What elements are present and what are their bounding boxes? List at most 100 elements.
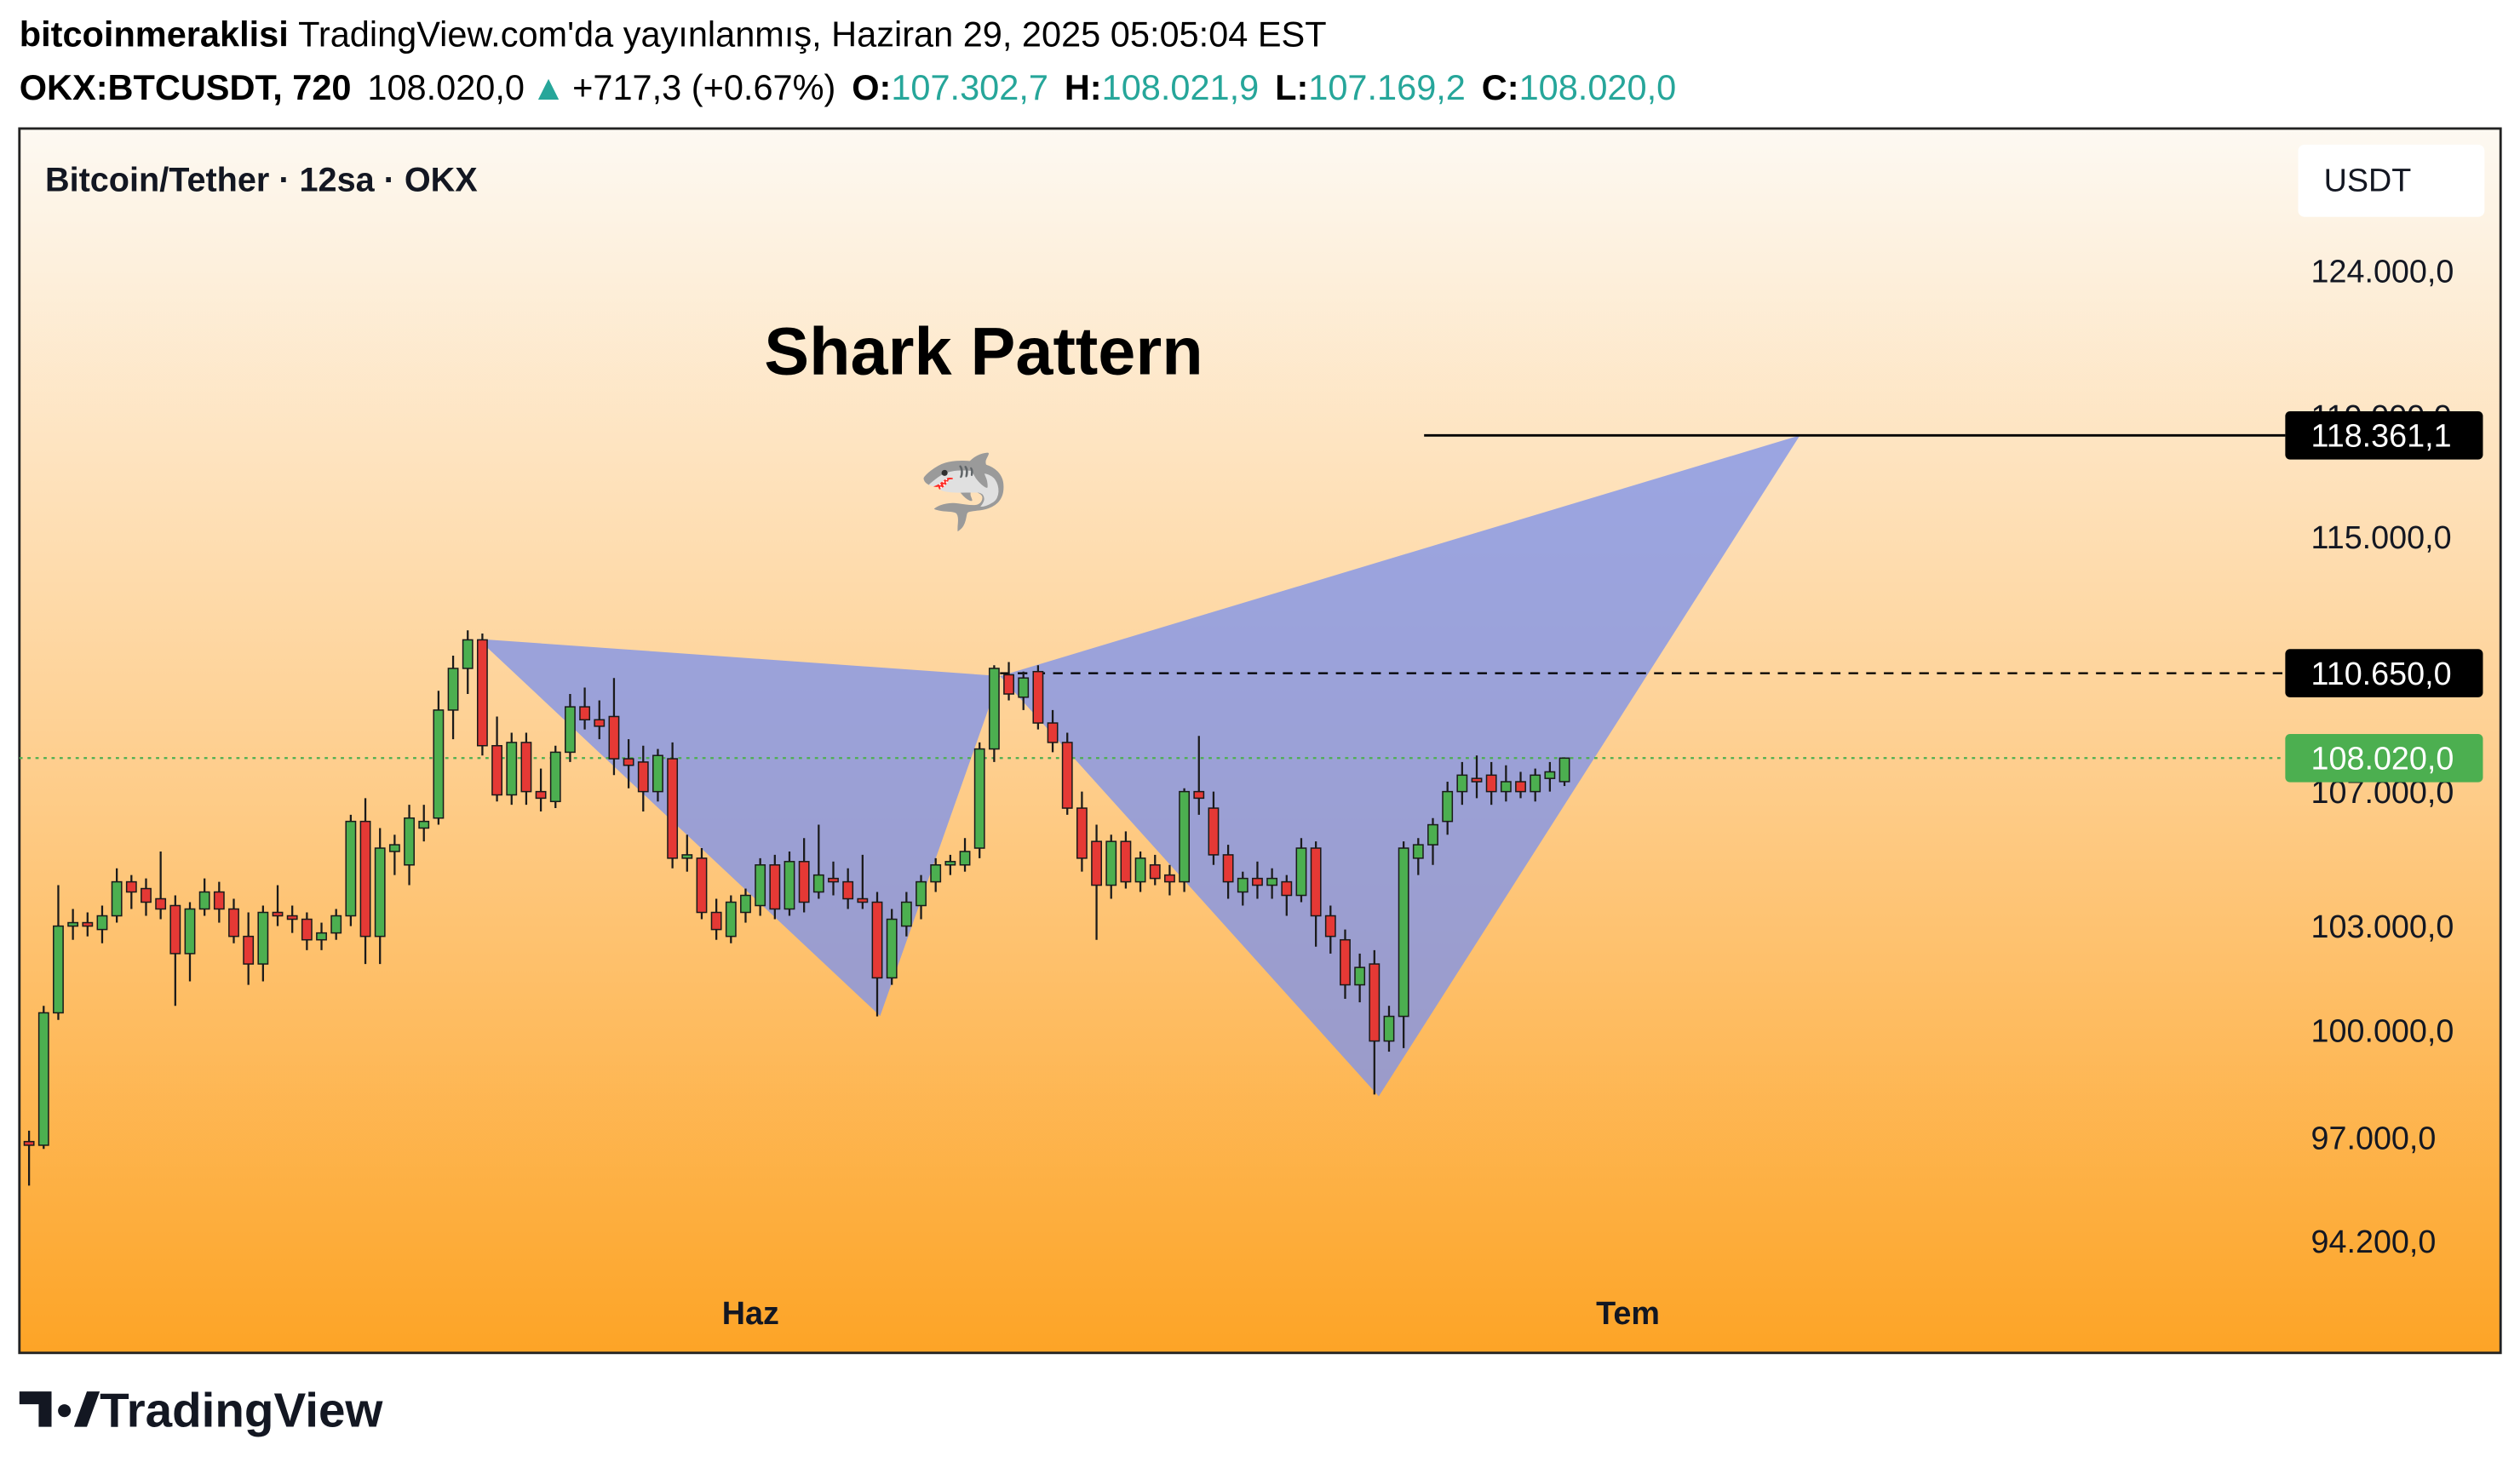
candle-body [1354,966,1366,986]
candle-body [520,742,532,793]
currency[interactable]: USDT [2324,163,2412,198]
published: TradingView.com'da yayınlanmış, Haziran … [298,14,1327,54]
candle-body [388,844,400,852]
ohlc-label: O: [852,67,891,107]
candle-body [959,851,971,866]
candle-body [696,857,708,914]
plot: 124.000,0119.000,0115.000,0107.000,0103.… [19,254,2483,1331]
candle-body [1310,847,1322,917]
candle-body [96,915,108,931]
candle-body [1427,823,1438,846]
candle-body [184,908,196,955]
candle-body [1149,864,1161,880]
annotation: Shark Pattern [764,313,1203,389]
candle-body [740,894,751,914]
candle-body [1324,915,1336,938]
candle-body [359,820,371,938]
price-label-box [2285,649,2483,697]
candle-body [871,901,883,979]
candle-body [286,915,298,920]
change: +717,3 (+0.67%) [572,67,835,107]
candle-body [842,880,854,900]
candle-body [1398,847,1409,1018]
candle-body [1237,877,1249,893]
candle-body [1383,1015,1395,1042]
candle-body [53,925,64,1014]
pattern-triangle [478,639,1001,1017]
candle-body [82,921,94,927]
candle-body [404,817,415,866]
candle-body [798,861,810,903]
candle-body [1061,742,1073,809]
candle-body [198,891,210,910]
candle-body [1500,781,1512,793]
candle-body [169,904,181,955]
candle-body [67,921,79,927]
candle-body [1340,938,1351,986]
candle-body [462,639,474,669]
candle-body [491,744,502,796]
candle-body [1456,774,1468,793]
candle-body [1266,877,1278,886]
candle-body [1281,880,1293,897]
candle-body [769,864,781,910]
y-tick-label: 115.000,0 [2311,519,2452,555]
candle-body [725,901,737,938]
shark-emoji: 🦈 [918,450,1010,534]
candle-body [755,864,766,907]
candle-body [1369,963,1381,1042]
candle-body [1164,874,1175,883]
price-label-box [2285,410,2483,460]
candle-body [1412,844,1424,859]
price-label: 110.650,0 [2311,656,2452,691]
candle-body [228,908,239,938]
candle-body [1193,790,1205,800]
quote: OKX:BTCUSDT, 720 108.020,0 ▲ +717,3 (+0.67%… [20,67,1676,107]
y-tick-label: 100.000,0 [2311,1012,2454,1048]
candle-body [433,709,445,819]
x-tick-label: Tem [1596,1295,1660,1331]
ohlc-label: H: [1065,67,1102,107]
author: bitcoinmeraklisi [20,14,289,54]
candle-body [579,706,591,721]
candle-body [1018,677,1030,698]
currency-box[interactable] [2298,144,2485,217]
candle-body [1179,790,1191,883]
candle-body [301,918,313,941]
candle-body [506,742,518,796]
candle-body [23,1140,35,1146]
candle-body [330,915,342,934]
candle-body [916,880,927,907]
x-tick-label: Haz [722,1295,779,1331]
candle-body [930,864,942,883]
candle-body [316,932,327,941]
candle-body [623,758,634,766]
up-arrow: ▲ [531,67,566,107]
ohlc-label: C: [1482,67,1519,107]
ohlc-value: 108.020,0 [1519,67,1677,107]
price-label: 118.361,1 [2311,418,2452,454]
candle-body [594,719,606,727]
candle-body [812,874,824,893]
candle-body [973,748,985,849]
y-tick-label: 94.200,0 [2311,1224,2437,1259]
price-label-box [2285,733,2483,783]
price-label: 108.020,0 [2311,741,2454,777]
y-tick-label: 103.000,0 [2311,909,2454,944]
brand: TradingView [100,1384,383,1437]
candle-body [345,820,357,917]
candle-body [1047,722,1059,743]
candle-body [1530,774,1541,793]
candle-body [1471,777,1483,783]
candle-body [549,751,561,803]
candle-body [1120,840,1132,883]
candle-body [476,639,488,747]
ohlc-value: 107.169,2 [1308,67,1466,107]
candle-body [1442,790,1454,823]
candle-body [1003,674,1014,695]
candle-body [944,861,956,866]
candle-body [1134,857,1146,883]
header-line-2: OKX:BTCUSDT, 720 108.020,0 ▲ +717,3 (+0.67%… [20,67,1676,107]
candle-body [1222,854,1234,883]
